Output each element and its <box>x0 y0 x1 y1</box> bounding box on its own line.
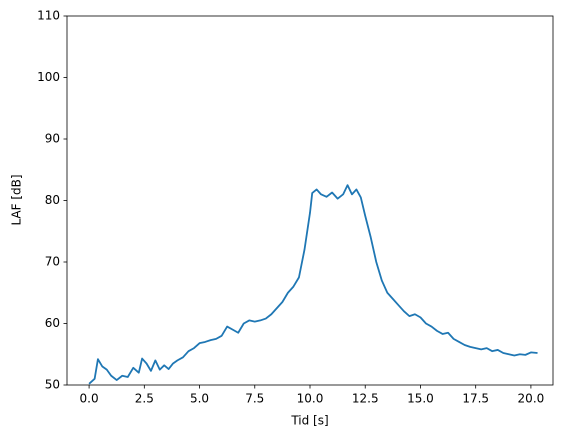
y-tick-label: 60 <box>45 316 60 330</box>
x-axis-label: Tid [s] <box>290 414 328 428</box>
y-tick-label: 90 <box>45 132 60 146</box>
plot-frame <box>66 15 554 386</box>
y-axis-label: LAF [dB] <box>10 174 24 225</box>
x-tick-label: 5.0 <box>190 392 209 406</box>
x-tick-label: 20.0 <box>518 392 545 406</box>
x-tick-label: 2.5 <box>135 392 154 406</box>
x-tick-label: 7.5 <box>245 392 264 406</box>
x-tick-label: 12.5 <box>352 392 379 406</box>
y-tick-label: 110 <box>37 9 60 23</box>
y-tick-label: 80 <box>45 193 60 207</box>
y-tick-label: 50 <box>45 378 60 392</box>
x-tick-label: 17.5 <box>462 392 489 406</box>
x-tick-label: 15.0 <box>407 392 434 406</box>
data-line <box>88 184 538 385</box>
x-tick-label: 10.0 <box>297 392 324 406</box>
y-tick-label: 100 <box>37 70 60 84</box>
x-tick-label: 0.0 <box>80 392 99 406</box>
y-tick-label: 70 <box>45 255 60 269</box>
